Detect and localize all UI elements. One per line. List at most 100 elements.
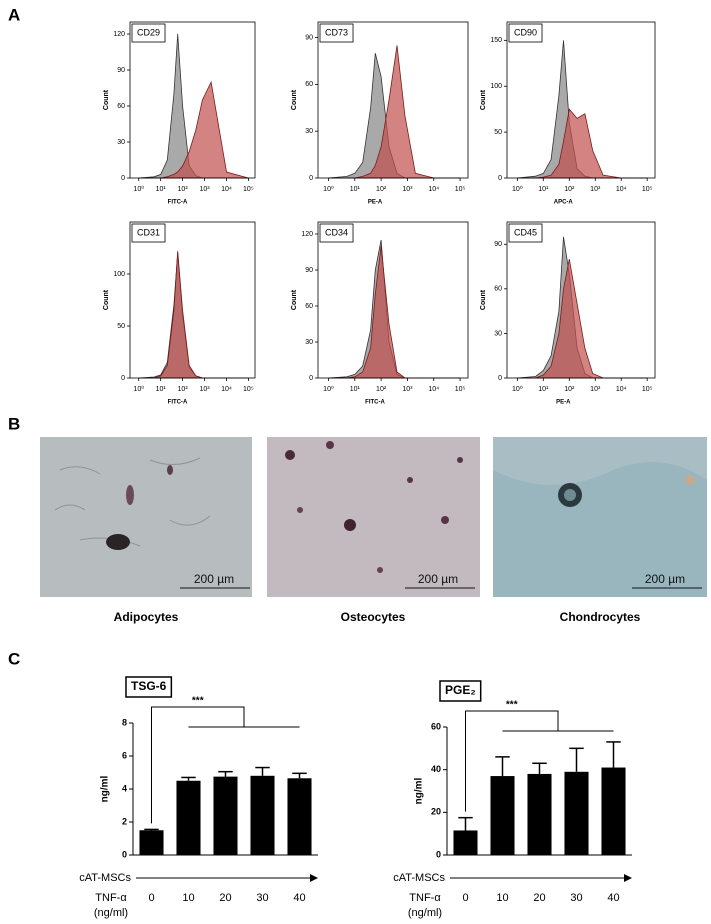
x-axis-label: PE-A xyxy=(368,200,383,206)
x-tick-label: 10² xyxy=(178,386,189,393)
plot-frame xyxy=(506,21,656,179)
x-tick-label: 10¹ xyxy=(538,186,549,193)
micrograph: 200 µm xyxy=(267,437,480,597)
x-tick-label: 10⁵ xyxy=(243,386,254,393)
label-box xyxy=(439,680,482,702)
x-tick-label: 10⁰ xyxy=(323,385,334,393)
x-tick-label: 10² xyxy=(564,386,575,393)
plot-frame xyxy=(129,21,256,179)
x-tick-label: 10² xyxy=(376,386,387,393)
arrow-head xyxy=(624,874,632,882)
scale-bar-label: 200 µm xyxy=(418,572,458,586)
x-tick-label: 10 xyxy=(182,892,194,904)
y-tick-label: 30 xyxy=(305,339,313,346)
x-tick-label: 10⁰ xyxy=(512,385,523,393)
x-tick-label: 10¹ xyxy=(156,386,167,393)
label-box xyxy=(508,223,543,243)
x-tick-label: 20 xyxy=(533,892,545,904)
x-tick-label: 10⁴ xyxy=(428,386,439,393)
y-tick-label: 100 xyxy=(490,83,502,90)
x-tick-label: 10⁴ xyxy=(616,386,627,393)
chart-label: TSG-6 xyxy=(131,679,167,693)
label-box xyxy=(125,676,173,698)
x-axis-label: TNF-α xyxy=(95,892,127,904)
x-tick-label: 40 xyxy=(293,892,305,904)
panel-label: B xyxy=(8,414,20,433)
y-tick-label: 20 xyxy=(431,807,441,817)
y-tick-label: 0 xyxy=(436,849,441,859)
x-tick-label: 10³ xyxy=(199,186,210,193)
plot-label: CD31 xyxy=(137,227,160,237)
x-tick-label: 10² xyxy=(564,186,575,193)
y-tick-label: 0 xyxy=(309,175,313,182)
y-tick-label: 0 xyxy=(498,375,502,382)
image-caption: Chondrocytes xyxy=(560,610,641,624)
label-box xyxy=(319,23,354,43)
x-tick-label: 0 xyxy=(462,892,468,904)
label-box xyxy=(131,23,166,43)
y-tick-label: 90 xyxy=(117,67,125,74)
bar xyxy=(527,773,552,855)
histogram-area xyxy=(138,251,249,379)
histogram-area xyxy=(517,108,648,179)
plot-frame xyxy=(129,221,256,379)
plot-frame xyxy=(506,221,656,379)
x-axis-label: TNF-α xyxy=(409,892,441,904)
y-tick-label: 0 xyxy=(121,175,125,182)
bar xyxy=(453,830,478,855)
chart-label: PGE₂ xyxy=(445,683,476,697)
y-axis-label: Count xyxy=(103,289,110,310)
y-tick-label: 50 xyxy=(117,323,125,330)
plot-frame xyxy=(317,21,469,179)
x-tick-label: 20 xyxy=(219,892,231,904)
y-tick-label: 30 xyxy=(494,330,502,337)
x-axis-label: APC-A xyxy=(554,200,574,206)
x-tick-label: 10³ xyxy=(402,386,413,393)
x-axis-label: FITC-A xyxy=(168,200,188,206)
bar xyxy=(490,776,515,855)
bar xyxy=(564,771,589,855)
scale-bar-label: 200 µm xyxy=(645,572,685,586)
y-axis-label: ng/ml xyxy=(100,775,111,802)
y-tick-label: 60 xyxy=(431,721,441,731)
plot-label: CD45 xyxy=(514,227,537,237)
y-tick-label: 60 xyxy=(305,81,313,88)
y-axis-label: Count xyxy=(480,89,487,110)
x-tick-label: 40 xyxy=(607,892,619,904)
y-tick-label: 60 xyxy=(494,286,502,293)
label-box xyxy=(319,223,354,243)
image-caption: Osteocytes xyxy=(341,610,406,624)
x-tick-label: 10³ xyxy=(402,186,413,193)
x-axis-label: (ng/ml) xyxy=(408,907,442,919)
y-tick-label: 0 xyxy=(309,375,313,382)
label-box xyxy=(508,23,543,43)
y-tick-label: 100 xyxy=(113,271,125,278)
x-tick-label: 10⁴ xyxy=(221,386,232,393)
y-tick-label: 0 xyxy=(498,175,502,182)
x-axis-label: FITC-A xyxy=(365,400,385,406)
x-tick-label: 10³ xyxy=(590,186,601,193)
y-tick-label: 0 xyxy=(122,849,127,859)
y-axis-label: Count xyxy=(291,89,298,110)
x-tick-label: 10⁰ xyxy=(133,185,144,193)
bar xyxy=(139,830,164,855)
x-axis-label: FITC-A xyxy=(168,400,188,406)
y-axis-label: Count xyxy=(480,289,487,310)
significance-bracket xyxy=(465,710,614,812)
histogram-area xyxy=(138,80,249,179)
x-tick-label: 10⁵ xyxy=(455,386,466,393)
image-caption: Adipocytes xyxy=(114,610,179,624)
x-tick-label: 10¹ xyxy=(538,386,549,393)
group-label: cAT-MSCs xyxy=(79,872,131,884)
x-axis-label: (ng/ml) xyxy=(94,907,128,919)
y-tick-label: 2 xyxy=(122,816,127,826)
y-axis-label: ng/ml xyxy=(414,777,425,804)
significance-bracket xyxy=(151,706,300,824)
plot-frame xyxy=(317,221,469,379)
y-tick-label: 150 xyxy=(490,37,502,44)
panel-label: A xyxy=(8,5,20,24)
significance-label: *** xyxy=(506,700,518,711)
bar xyxy=(176,780,201,855)
x-tick-label: 30 xyxy=(570,892,582,904)
